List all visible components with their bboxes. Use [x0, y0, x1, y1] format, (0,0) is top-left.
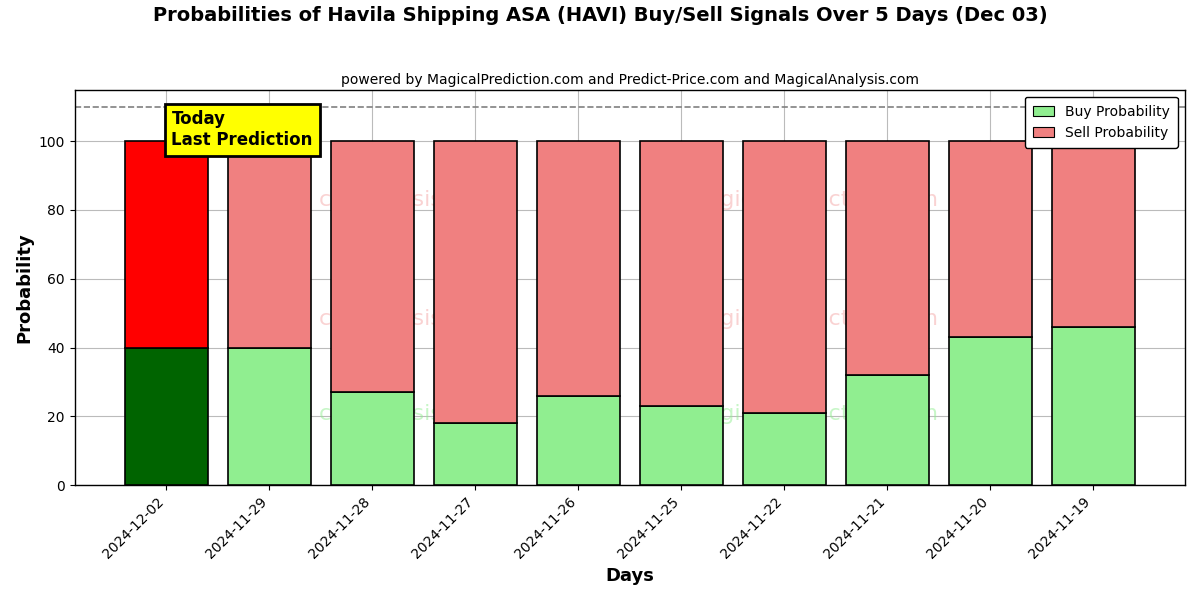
- Bar: [125, 347, 208, 485]
- Text: n   MagicalPrediction.com: n MagicalPrediction.com: [652, 309, 938, 329]
- Bar: [1052, 327, 1134, 485]
- Bar: [846, 375, 929, 485]
- Bar: [538, 141, 619, 395]
- Bar: [846, 141, 929, 375]
- Bar: [538, 395, 619, 485]
- Text: calAnalysis.com: calAnalysis.com: [319, 190, 498, 211]
- Bar: [228, 141, 311, 347]
- Y-axis label: Probability: Probability: [16, 232, 34, 343]
- Text: Probabilities of Havila Shipping ASA (HAVI) Buy/Sell Signals Over 5 Days (Dec 03: Probabilities of Havila Shipping ASA (HA…: [152, 6, 1048, 25]
- Bar: [743, 141, 826, 413]
- Bar: [949, 337, 1032, 485]
- Text: n   MagicalPrediction.com: n MagicalPrediction.com: [652, 190, 938, 211]
- Bar: [640, 406, 722, 485]
- Text: calAnalysis.com: calAnalysis.com: [319, 404, 498, 424]
- Bar: [331, 141, 414, 392]
- Text: Today
Last Prediction: Today Last Prediction: [172, 110, 313, 149]
- Bar: [228, 347, 311, 485]
- Bar: [434, 141, 516, 423]
- Bar: [949, 141, 1032, 337]
- X-axis label: Days: Days: [605, 567, 654, 585]
- Bar: [1052, 141, 1134, 327]
- Bar: [434, 423, 516, 485]
- Bar: [640, 141, 722, 406]
- Bar: [125, 141, 208, 347]
- Title: powered by MagicalPrediction.com and Predict-Price.com and MagicalAnalysis.com: powered by MagicalPrediction.com and Pre…: [341, 73, 919, 87]
- Text: calAnalysis.com: calAnalysis.com: [319, 309, 498, 329]
- Text: n   MagicalPrediction.com: n MagicalPrediction.com: [652, 404, 938, 424]
- Bar: [331, 392, 414, 485]
- Bar: [743, 413, 826, 485]
- Legend: Buy Probability, Sell Probability: Buy Probability, Sell Probability: [1025, 97, 1178, 148]
